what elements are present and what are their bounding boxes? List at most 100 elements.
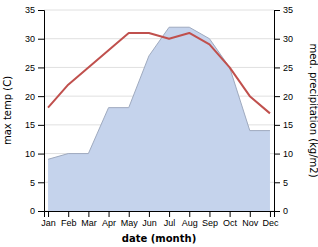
tick-mark [38, 10, 44, 11]
tick-label: Jan [41, 218, 56, 228]
tick-mark [230, 211, 231, 217]
y2-tick: 25 [274, 63, 293, 73]
y-tick: 10 [25, 149, 44, 159]
tick-label: May [121, 218, 139, 228]
x-tick: Mar [81, 211, 97, 228]
tick-label: Mar [81, 218, 97, 228]
tick-mark [68, 211, 69, 217]
tick-mark [274, 10, 280, 11]
tick-mark [250, 211, 251, 217]
tick-mark [274, 67, 280, 68]
plot: Jan Feb Mar Apr MayJun Jul Aug Sep Oct NovDec 0 5 10… [25, 5, 293, 228]
x-axis: Jan Feb Mar Apr MayJun Jul Aug Sep Oct NovDec [41, 211, 279, 228]
tick-mark [38, 182, 44, 183]
x-tick: Oct [223, 211, 238, 228]
tick-label: 0 [30, 206, 35, 216]
tick-label: Aug [182, 218, 198, 228]
tick-mark [129, 211, 130, 217]
tick-mark [274, 182, 280, 183]
y2-axis-title: med. precipitation (kg/m2) [308, 43, 318, 177]
tick-label: 5 [30, 178, 35, 188]
tick-mark [270, 211, 271, 217]
tick-mark [38, 154, 44, 155]
y2-tick: 0 [274, 206, 288, 216]
y2-axis: 0 5 10 15 20 25 30 35 [274, 5, 293, 216]
tick-label: Nov [242, 218, 259, 228]
grid-line [44, 38, 274, 39]
tick-label: 15 [25, 120, 35, 130]
tick-label: Sep [202, 218, 218, 228]
x-axis-title: date (month) [122, 233, 196, 244]
y-tick: 25 [25, 63, 44, 73]
y2-tick: 20 [274, 92, 293, 102]
x-tick: Jun [142, 211, 157, 228]
tick-label: 10 [283, 149, 293, 159]
tick-mark [169, 211, 170, 217]
tick-mark [88, 211, 89, 217]
axis-line [45, 212, 275, 218]
tick-mark [274, 211, 280, 212]
marks [48, 27, 270, 211]
x-tick: Jul [164, 211, 176, 228]
tick-label: 30 [25, 34, 35, 44]
tick-label: 25 [283, 63, 293, 73]
y2-tick: 35 [274, 5, 293, 15]
tick-mark [209, 211, 210, 217]
tick-label: Feb [61, 218, 77, 228]
x-tick: Apr [102, 211, 116, 228]
tick-label: 5 [283, 178, 288, 188]
y2-tick: 30 [274, 34, 293, 44]
tick-mark [274, 96, 280, 97]
y-tick: 15 [25, 120, 44, 130]
tick-label: 30 [283, 34, 293, 44]
tick-mark [38, 125, 44, 126]
x-tick: Sep [202, 211, 218, 228]
tick-mark [149, 211, 150, 217]
y-axis-title: max temp (C) [2, 76, 13, 145]
axis-line [275, 11, 281, 212]
tick-label: 20 [25, 92, 35, 102]
tick-mark [38, 211, 44, 212]
y-tick: 35 [25, 5, 44, 15]
chart: Jan Feb Mar Apr MayJun Jul Aug Sep Oct NovDec 0 5 10… [0, 0, 318, 247]
tick-label: 35 [283, 5, 293, 15]
grid-line [44, 10, 274, 11]
x-tick: Jan [41, 211, 56, 228]
tick-mark [274, 154, 280, 155]
tick-label: Dec [262, 218, 279, 228]
x-tick: Feb [61, 211, 77, 228]
y-tick: 0 [30, 206, 44, 216]
grid [44, 10, 274, 211]
y-tick: 30 [25, 34, 44, 44]
tick-label: 20 [283, 92, 293, 102]
tick-label: Apr [102, 218, 116, 228]
x-tick: Nov [242, 211, 259, 228]
y-tick: 5 [30, 178, 44, 188]
y-axis: 0 5 10 15 20 25 30 35 [25, 5, 45, 216]
area-edge [48, 27, 270, 159]
tick-label: 10 [25, 149, 35, 159]
tick-mark [48, 211, 49, 217]
tick-mark [274, 39, 280, 40]
x-tick: Dec [262, 211, 279, 228]
y2-tick: 5 [274, 178, 288, 188]
y2-tick: 10 [274, 149, 293, 159]
y-tick: 20 [25, 92, 44, 102]
axis-line [38, 11, 45, 212]
tick-mark [274, 125, 280, 126]
tick-mark [38, 96, 44, 97]
tick-label: 25 [25, 63, 35, 73]
tick-mark [109, 211, 110, 217]
x-tick: May [121, 211, 139, 228]
area [48, 27, 270, 211]
tick-mark [38, 39, 44, 40]
tick-label: Jun [142, 218, 157, 228]
tick-label: 35 [25, 5, 35, 15]
tick-mark [38, 67, 44, 68]
tick-label: Jul [164, 218, 176, 228]
tick-label: 15 [283, 120, 293, 130]
y2-tick: 15 [274, 120, 293, 130]
tick-label: Oct [223, 218, 238, 228]
tick-label: 0 [283, 206, 288, 216]
x-tick: Aug [182, 211, 198, 228]
